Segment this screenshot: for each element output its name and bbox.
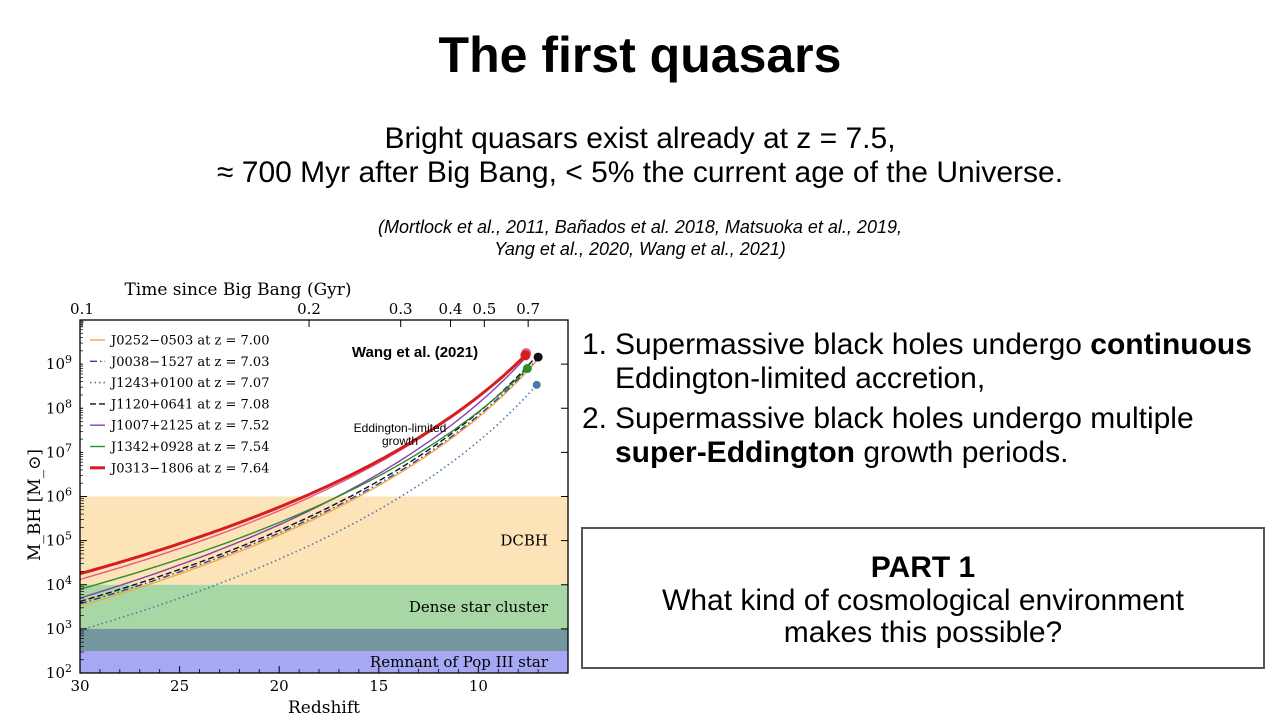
part-question-line-2: makes this possible?	[783, 616, 1063, 649]
region-overlap-band	[80, 628, 568, 651]
y-tick-label: 106	[46, 486, 72, 506]
legend-label: J0038−1527 at z = 7.03	[109, 355, 269, 370]
region-label: Remnant of Pop III star	[370, 653, 549, 671]
y-tick-label: 102	[46, 662, 72, 682]
part-title: PART 1	[870, 551, 976, 584]
chart-endpoints	[520, 348, 543, 389]
top-tick-label: 0.5	[472, 300, 496, 318]
growth-annotation-line-2: growth	[382, 434, 418, 448]
top-tick-label: 0.1	[70, 300, 94, 318]
series-endpoint	[533, 352, 543, 362]
scenario-item: 1. Supermassive black holes undergo conti…	[582, 328, 1272, 396]
chart-regions: DCBH Dense star cluster Remnant of Pop III…	[80, 496, 568, 673]
x-tick-label: 25	[170, 677, 189, 695]
series-line	[79, 357, 539, 605]
top-tick-label: 0.4	[439, 300, 463, 318]
legend-label: J0252−0503 at z = 7.00	[109, 334, 269, 349]
series-endpoint	[520, 350, 531, 361]
scenario-item: 2. Supermassive black holes undergo multi…	[582, 402, 1272, 470]
x-tick-label: 15	[369, 677, 388, 695]
series-line	[79, 354, 527, 576]
series-line	[79, 355, 538, 603]
growth-annotation-line-1: Eddington-limited	[354, 421, 447, 435]
subtitle-line-2: ≈ 700 Myr after Big Bang, < 5% the curre…	[216, 156, 1064, 189]
legend-label: J1243+0100 at z = 7.07	[109, 376, 269, 391]
scenario-text-pre: Supermassive black holes undergo multipl…	[615, 402, 1194, 435]
scenario-text-pre: Supermassive black holes undergo	[615, 328, 1091, 361]
top-axis-label: Time since Big Bang (Gyr)	[124, 280, 351, 300]
scenario-list: 1. Supermassive black holes undergo conti…	[582, 328, 1272, 476]
source-annotation: Wang et al. (2021)	[352, 344, 478, 361]
region-band	[80, 584, 568, 629]
legend-label: J1342+0928 at z = 7.54	[109, 440, 269, 455]
series-line	[79, 358, 539, 607]
part-question-line-1: What kind of cosmological environment	[662, 584, 1184, 617]
scenario-number: 2.	[582, 402, 608, 435]
y-tick-label: 109	[46, 353, 72, 373]
x-tick-label: 20	[270, 677, 289, 695]
y-axis-label: M_BH [M_⊙]	[25, 449, 45, 561]
legend-label: J1120+0641 at z = 7.08	[109, 397, 269, 412]
region-label: DCBH	[500, 532, 548, 550]
series-line	[79, 384, 538, 631]
scenario-text-post: Eddington-limited accretion,	[615, 362, 986, 395]
series-line	[79, 368, 528, 590]
x-tick-label: 30	[70, 677, 89, 695]
references-line-1: (Mortlock et al., 2011, Bañados et al. 2…	[378, 217, 902, 237]
references: (Mortlock et al., 2011, Bañados et al. 2…	[0, 216, 1280, 260]
series-endpoint	[522, 364, 532, 374]
scenario-text-bold: super-Eddington	[615, 436, 855, 469]
series-line	[79, 354, 529, 599]
subtitle-line-1: Bright quasars exist already at z = 7.5,	[384, 122, 896, 155]
chart-ticks: 30 25 20 15 10 0.1 0.2 0.3 0.4 0.5 0.7 102 103 104 105…	[46, 300, 568, 695]
y-tick-label: 107	[46, 441, 72, 461]
top-tick-label: 0.3	[389, 300, 413, 318]
x-axis-label: Redshift	[288, 698, 360, 718]
part-box: PART 1 What kind of cosmological environ…	[581, 527, 1265, 669]
legend-background	[83, 324, 293, 484]
series-endpoint	[532, 380, 541, 389]
slide-subtitle: Bright quasars exist already at z = 7.5,…	[0, 122, 1280, 190]
slide-title: The first quasars	[438, 27, 842, 83]
scenario-number: 1.	[582, 328, 608, 361]
y-tick-label: 103	[46, 618, 72, 638]
quasar-growth-chart: DCBH Dense star cluster Remnant of Pop III…	[25, 280, 569, 718]
legend-label: J1007+2125 at z = 7.52	[109, 419, 269, 434]
y-tick-label: 104	[46, 574, 72, 594]
top-tick-label: 0.7	[516, 300, 540, 318]
y-tick-label: 108	[46, 397, 72, 417]
region-band	[80, 496, 568, 585]
top-tick-label: 0.2	[297, 300, 321, 318]
region-label: Dense star cluster	[409, 598, 549, 616]
scenario-text-post: growth periods.	[854, 436, 1069, 469]
x-tick-label: 10	[469, 677, 488, 695]
chart-curves	[79, 352, 539, 631]
references-line-2: Yang et al., 2020, Wang et al., 2021)	[494, 239, 786, 259]
legend-label: J0313−1806 at z = 7.64	[109, 461, 269, 476]
scenario-text-bold: continuous	[1090, 328, 1252, 361]
chart-legend: J0252−0503 at z = 7.00 J0038−1527 at z = …	[83, 324, 293, 484]
y-tick-label: 105	[46, 530, 72, 550]
